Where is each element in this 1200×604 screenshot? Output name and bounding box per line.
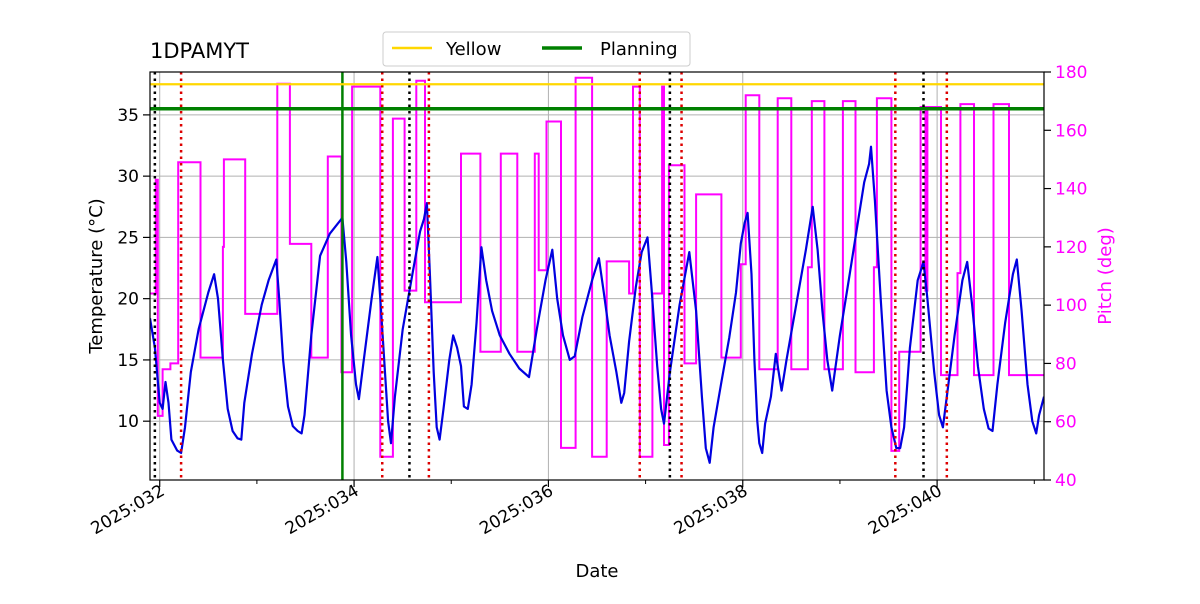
y-right-tick-label: 80 xyxy=(1055,354,1077,374)
legend: Yellow Planning xyxy=(382,31,691,67)
y-left-tick-label: 20 xyxy=(117,290,139,310)
legend-label-planning: Planning xyxy=(600,39,678,60)
legend-box xyxy=(382,31,691,67)
x-axis: 2025:032 2025:034 2025:036 2025:038 2025:040 xyxy=(88,480,1035,539)
plot-area xyxy=(150,72,1044,480)
y-right-tick-label: 120 xyxy=(1055,238,1087,258)
x-tick-label: 2025:032 xyxy=(88,481,169,539)
y-right-tick-label: 60 xyxy=(1055,413,1077,433)
x-tick-label: 2025:038 xyxy=(671,481,752,539)
legend-label-yellow: Yellow xyxy=(445,39,501,60)
y-left-tick-label: 10 xyxy=(117,412,139,432)
y-right-tick-label: 40 xyxy=(1055,471,1077,491)
y-right-tick-label: 100 xyxy=(1055,296,1087,316)
y-left-tick-label: 25 xyxy=(117,228,139,248)
x-tick-label: 2025:040 xyxy=(865,481,946,539)
plot-frame xyxy=(149,71,1045,481)
y-axis-left-label: Temperature (°C) xyxy=(86,198,107,354)
y-right-tick-label: 180 xyxy=(1055,63,1087,83)
y-left-tick-label: 30 xyxy=(117,167,139,187)
y-axis-right-label: Pitch (deg) xyxy=(1095,227,1116,325)
x-axis-label: Date xyxy=(575,561,618,582)
grid-layer xyxy=(150,72,1044,480)
chart-title: 1DPAMYT xyxy=(150,39,249,63)
x-tick-label: 2025:036 xyxy=(476,481,557,539)
y-left-tick-label: 15 xyxy=(117,351,139,371)
y-right-tick-label: 160 xyxy=(1055,121,1087,141)
temperature-series-line xyxy=(150,145,1044,464)
y-axis-right: 40 60 80 100 120 140 160 180 xyxy=(1044,63,1087,491)
y-right-tick-label: 140 xyxy=(1055,180,1087,200)
y-left-tick-label: 35 xyxy=(117,106,139,126)
x-tick-label: 2025:034 xyxy=(282,481,363,539)
y-axis-left: 10 15 20 25 30 35 xyxy=(117,106,150,432)
pitch-series-line xyxy=(150,76,1044,458)
